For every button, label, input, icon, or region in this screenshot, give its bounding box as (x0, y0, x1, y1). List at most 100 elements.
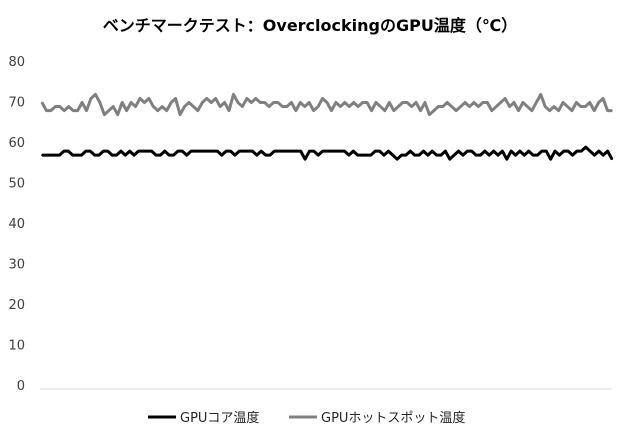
data-point (431, 150, 434, 153)
data-point (450, 105, 453, 108)
y-tick-label: 80 (8, 55, 25, 70)
data-point (94, 93, 97, 96)
data-point (400, 154, 403, 157)
data-point (295, 150, 298, 153)
data-point (255, 154, 258, 157)
data-point (299, 150, 302, 153)
data-point (352, 101, 355, 104)
data-point (63, 109, 66, 112)
data-point (238, 150, 241, 153)
y-tick-label: 0 (17, 379, 25, 394)
data-point (291, 150, 293, 153)
data-point (152, 105, 155, 108)
data-point (597, 150, 600, 153)
data-point (172, 154, 175, 157)
data-point (228, 109, 230, 112)
data-point (579, 105, 582, 108)
data-point (562, 101, 564, 104)
data-point (179, 113, 181, 116)
data-point (554, 150, 556, 153)
data-point (567, 150, 570, 153)
data-point (177, 150, 179, 153)
data-point (392, 109, 395, 112)
data-point (397, 105, 400, 108)
data-point (405, 154, 407, 157)
data-point (165, 109, 168, 112)
data-point (312, 109, 315, 112)
series-line-2 (40, 92, 612, 117)
data-point (45, 154, 48, 157)
data-point (146, 150, 149, 153)
data-point (54, 154, 57, 157)
chart-title: ベンチマークテスト：OverclockingのGPU温度（℃） (103, 16, 517, 35)
data-point (330, 150, 333, 153)
data-point (308, 150, 311, 153)
data-point (120, 150, 122, 153)
data-point (207, 150, 210, 153)
data-point (548, 109, 551, 112)
data-point (321, 97, 324, 100)
data-point (446, 101, 449, 104)
y-tick-label: 70 (8, 96, 25, 111)
data-point (242, 150, 245, 153)
data-point (352, 150, 355, 153)
data-point (410, 105, 413, 108)
data-point (522, 101, 524, 104)
data-point (457, 150, 460, 153)
data-point (369, 154, 372, 157)
data-point (89, 150, 92, 153)
data-point (72, 109, 75, 112)
y-tick-label: 10 (8, 339, 25, 354)
data-point (115, 154, 118, 157)
data-point (229, 150, 232, 153)
y-tick-label: 50 (8, 177, 25, 192)
data-point (532, 154, 534, 157)
data-point (479, 154, 482, 157)
series-points-2 (41, 93, 613, 116)
data-point (272, 101, 275, 104)
data-point (170, 101, 173, 104)
data-point (535, 101, 538, 104)
data-point (575, 101, 578, 104)
data-point (545, 150, 548, 153)
data-point (426, 154, 429, 157)
data-point (435, 154, 438, 157)
data-point (530, 109, 533, 112)
data-point (58, 154, 61, 157)
data-point (103, 113, 106, 116)
data-point (558, 154, 561, 157)
data-point (330, 109, 333, 112)
data-point (406, 101, 409, 104)
data-point (181, 150, 184, 153)
data-point (80, 154, 83, 157)
y-tick-label: 30 (8, 258, 25, 273)
data-point (361, 154, 363, 157)
data-point (396, 158, 399, 161)
data-point (462, 154, 464, 157)
data-point (571, 154, 574, 157)
data-point (85, 109, 88, 112)
data-point (205, 97, 208, 100)
data-point (263, 101, 266, 104)
data-point (486, 101, 489, 104)
data-point (326, 150, 328, 153)
data-point (339, 150, 342, 153)
data-point (356, 154, 359, 157)
data-point (216, 150, 219, 153)
data-point (317, 154, 320, 157)
data-point (245, 97, 248, 100)
data-point (312, 150, 315, 153)
data-point (523, 154, 526, 157)
data-point (190, 150, 192, 153)
data-point (437, 105, 440, 108)
data-point (418, 154, 420, 157)
data-point (492, 150, 495, 153)
data-point (602, 154, 605, 157)
data-point (264, 154, 267, 157)
data-point (339, 105, 342, 108)
data-point (510, 150, 513, 153)
data-point (308, 101, 311, 104)
y-tick-label: 60 (8, 136, 25, 151)
data-point (374, 150, 377, 153)
